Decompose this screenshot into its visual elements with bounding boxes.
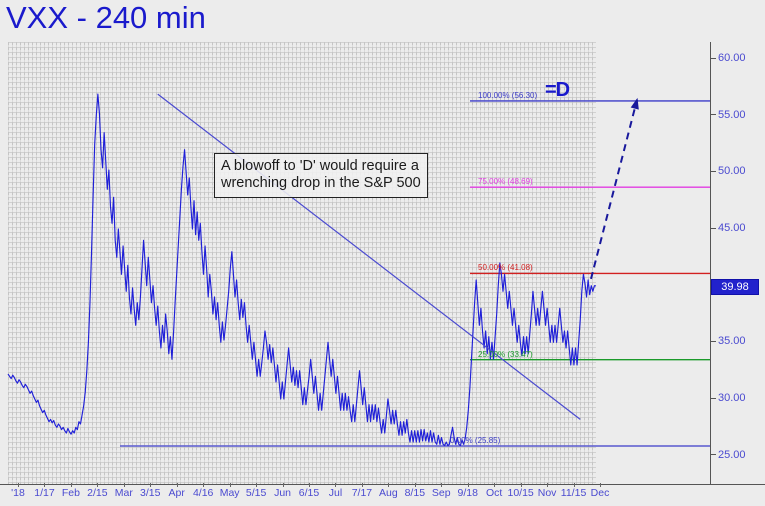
y-axis-tick: 50.00 — [711, 165, 746, 177]
fib-level-label: 75.00% (48.69) — [478, 177, 533, 187]
x-axis-tick: Nov — [531, 483, 563, 499]
projection-arrow — [590, 97, 639, 280]
date-axis[interactable]: '18 1/17 Feb 2/15 Mar 3/15 Apr 4/16 May 5/15 Jun 6/… — [0, 483, 765, 506]
last-price-tag: 39.98 — [711, 278, 759, 295]
fib-level-label: 25.00% (33.47) — [478, 349, 533, 359]
x-axis-tick: 4/16 — [187, 483, 219, 499]
y-axis-tick: 30.00 — [711, 392, 746, 404]
x-axis-tick: 6/15 — [293, 483, 325, 499]
page-title: VXX - 240 min — [6, 0, 206, 35]
fib-level-label: 0.00% (25.85) — [450, 436, 501, 446]
x-axis-tick: Jul — [319, 483, 351, 499]
fibonacci-lines — [120, 100, 710, 447]
x-axis-tick: 9/18 — [452, 483, 484, 499]
x-axis-tick: Feb — [55, 483, 87, 499]
y-axis-tick: 35.00 — [711, 335, 746, 347]
x-axis-tick: 8/15 — [399, 483, 431, 499]
annotation-line-2: wrenching drop in the S&P 500 — [221, 175, 421, 191]
x-axis-tick: 2/15 — [81, 483, 113, 499]
target-d-label: =D — [545, 78, 570, 101]
chart-grid-mask — [8, 42, 596, 484]
fib-level-label: 100.00% (56.30) — [478, 90, 538, 100]
y-axis-tick: 45.00 — [711, 222, 746, 234]
y-axis-tick: 60.00 — [711, 52, 746, 64]
chart-svg — [7, 93, 710, 447]
price-series-line — [7, 93, 597, 447]
x-axis-tick: Jun — [267, 483, 299, 499]
y-axis-tick: 55.00 — [711, 109, 746, 121]
x-axis-tick: Sep — [425, 483, 457, 499]
fib-level-label: 50.00% (41.08) — [478, 263, 533, 273]
x-axis-tick: Oct — [478, 483, 510, 499]
x-axis-tick: Mar — [108, 483, 140, 499]
x-axis-tick: Aug — [372, 483, 404, 499]
x-axis-tick: May — [214, 483, 246, 499]
x-axis-tick: 1/17 — [28, 483, 60, 499]
descending-trendline — [157, 93, 581, 420]
x-axis-tick: '18 — [2, 483, 34, 499]
x-axis-tick: 10/15 — [505, 483, 537, 499]
x-axis-tick: Dec — [584, 483, 616, 499]
x-axis-tick: 7/17 — [346, 483, 378, 499]
x-axis-tick: 3/15 — [134, 483, 166, 499]
y-axis-tick: 25.00 — [711, 449, 746, 461]
chart-annotation-callout: A blowoff to 'D' would require a wrenchi… — [214, 153, 428, 198]
chart-plot-area[interactable]: 100.00% (56.30) 75.00% (48.69) 50.00% (41.… — [0, 42, 710, 484]
x-axis-tick: 11/15 — [558, 483, 590, 499]
x-axis-tick: 5/15 — [240, 483, 272, 499]
price-axis[interactable]: 60.00 55.00 50.00 45.00 35.00 30.00 25.00 39.9… — [710, 42, 765, 484]
annotation-line-1: A blowoff to 'D' would require a — [221, 158, 419, 174]
x-axis-tick: Apr — [161, 483, 193, 499]
